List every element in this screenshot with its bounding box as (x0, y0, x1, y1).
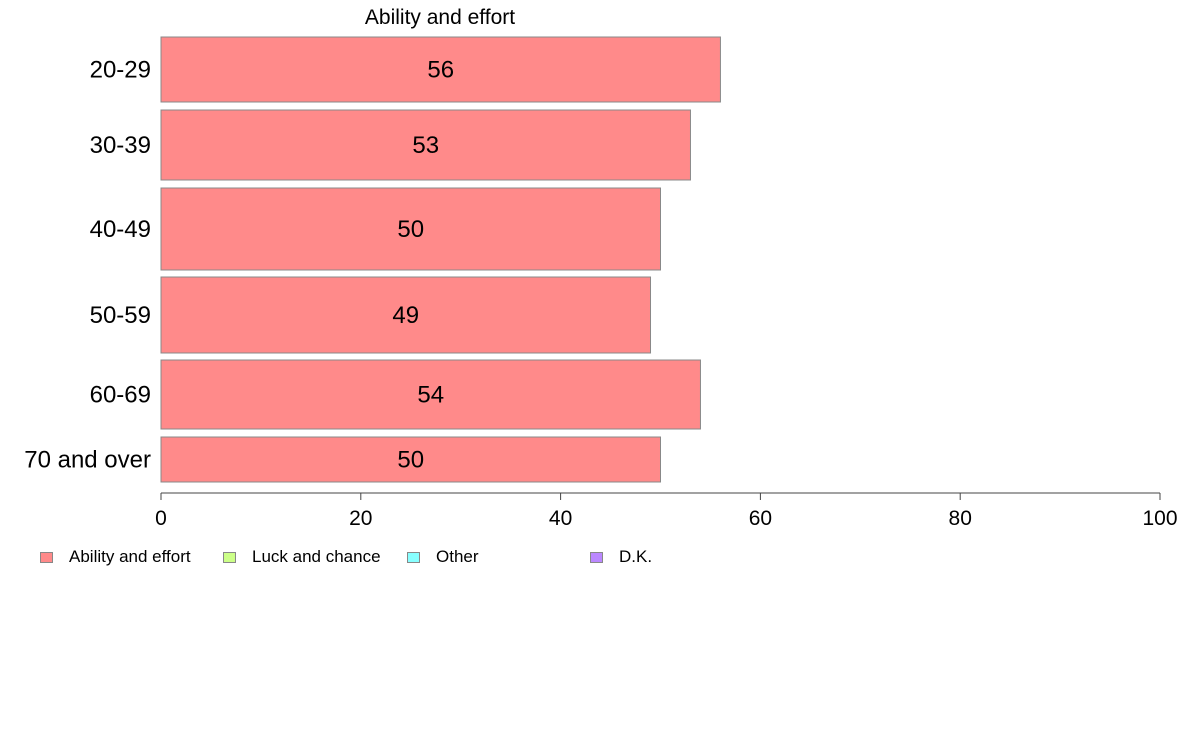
x-tick-label: 100 (1142, 507, 1177, 530)
bar (160, 276, 652, 354)
legend-label: D.K. (619, 547, 653, 566)
data-label: 50 (397, 216, 424, 243)
category-label: 20-29 (90, 57, 151, 84)
bar (160, 436, 661, 483)
legend-item-other: Other (407, 546, 479, 568)
x-axis: 0 20 40 60 80 100 (155, 492, 1178, 530)
data-label: 50 (397, 447, 424, 474)
legend-item-luck-and-chance: Luck and chance (223, 546, 381, 568)
legend-label: Luck and chance (252, 547, 381, 566)
legend-swatch-luck-and-chance (223, 551, 236, 563)
legend: Ability and effort Luck and chance Other… (40, 546, 740, 568)
series-annotation: Ability and effort (365, 6, 515, 29)
legend-item-ability-and-effort: Ability and effort (40, 546, 191, 568)
data-label: 53 (412, 132, 439, 159)
legend-item-dk: D.K. (590, 546, 652, 568)
x-tick-label: 0 (155, 507, 167, 530)
bar (160, 359, 701, 430)
category-label: 30-39 (90, 132, 151, 159)
category-label: 50-59 (90, 302, 151, 329)
data-label: 54 (417, 382, 444, 409)
data-label: 49 (392, 302, 419, 329)
legend-swatch-ability-and-effort (40, 551, 53, 563)
legend-swatch-other (407, 551, 420, 563)
x-tick-label: 60 (749, 507, 772, 530)
bars-group: 56 53 50 49 54 50 (160, 36, 721, 483)
category-label: 70 and over (24, 447, 151, 474)
legend-label: Ability and effort (69, 547, 191, 566)
category-label: 40-49 (90, 216, 151, 243)
legend-label: Other (436, 547, 479, 566)
legend-swatch-dk (590, 551, 603, 563)
x-tick-label: 20 (349, 507, 372, 530)
category-label: 60-69 (90, 382, 151, 409)
category-labels-group: 20-29 30-39 40-49 50-59 60-69 70 and over (24, 57, 151, 474)
x-tick-label: 80 (949, 507, 972, 530)
bar (160, 109, 691, 181)
bar (160, 36, 721, 103)
data-label: 56 (427, 57, 454, 84)
x-tick-label: 40 (549, 507, 572, 530)
bar (160, 187, 661, 271)
